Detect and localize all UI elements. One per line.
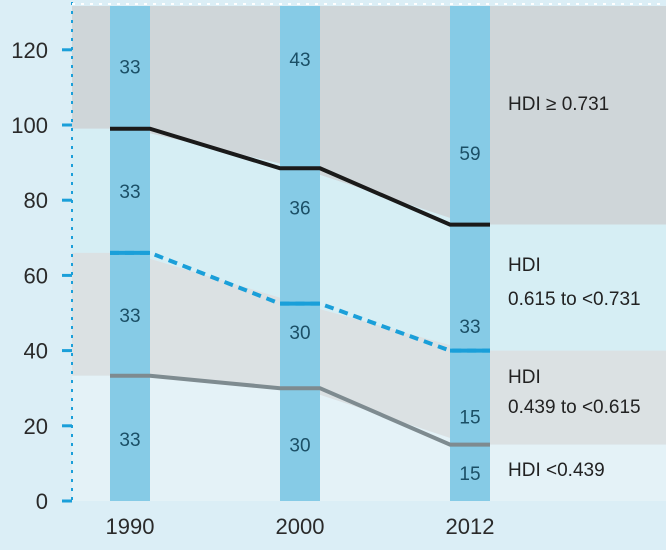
band-label-line: HDI ≥ 0.731	[508, 94, 609, 115]
y-tick-label: 40	[24, 339, 48, 364]
y-tick-label: 20	[24, 414, 48, 439]
year-bar-2000	[280, 6, 320, 501]
y-tick-label: 80	[24, 188, 48, 213]
segment-value-label: 15	[459, 407, 480, 428]
axes: 0 20 40 60 80 100 120 1990 2000 2012	[11, 2, 666, 539]
segment-value-labels: 33 30 15 33 30 15 33 36 33 33 43 59	[119, 50, 480, 485]
boundary-lines	[110, 126, 490, 447]
boundary-line-low	[110, 373, 490, 447]
background-bands	[72, 6, 666, 501]
band-label-line: HDI	[508, 255, 541, 276]
band-label-line: 0.439 to <0.615	[508, 397, 641, 418]
y-tick-label: 60	[24, 263, 48, 288]
segment-value-label: 30	[289, 323, 310, 344]
boundary-line-high	[110, 126, 490, 227]
x-tick-label: 2000	[276, 514, 325, 539]
band-label-line: HDI	[508, 367, 541, 388]
segment-value-label: 33	[119, 182, 140, 203]
segment-value-label: 33	[119, 306, 140, 327]
y-tick-label: 0	[36, 489, 48, 514]
segment-value-label: 59	[459, 144, 480, 165]
segment-value-label: 43	[289, 50, 310, 71]
band-hdi-high	[72, 128, 666, 351]
segment-value-label: 33	[119, 430, 140, 451]
segment-value-label: 33	[119, 58, 140, 79]
band-hdi-very-high	[72, 6, 666, 225]
year-bar-2012	[450, 6, 490, 501]
band-label-line: 0.615 to <0.731	[508, 289, 641, 310]
segment-value-label: 30	[289, 436, 310, 457]
x-tick-label: 1990	[106, 514, 155, 539]
band-label-line: HDI <0.439	[508, 460, 605, 481]
segment-value-label: 36	[289, 199, 310, 220]
y-tick-label: 100	[11, 113, 48, 138]
x-tick-label: 2012	[446, 514, 495, 539]
band-labels: HDI ≥ 0.731 HDI 0.615 to <0.731 HDI 0.439 to…	[508, 94, 641, 481]
band-hdi-medium	[72, 252, 666, 445]
band-hdi-low	[72, 375, 666, 501]
y-tick-label: 120	[11, 38, 48, 63]
segment-value-label: 33	[459, 317, 480, 338]
segment-value-label: 15	[459, 464, 480, 485]
